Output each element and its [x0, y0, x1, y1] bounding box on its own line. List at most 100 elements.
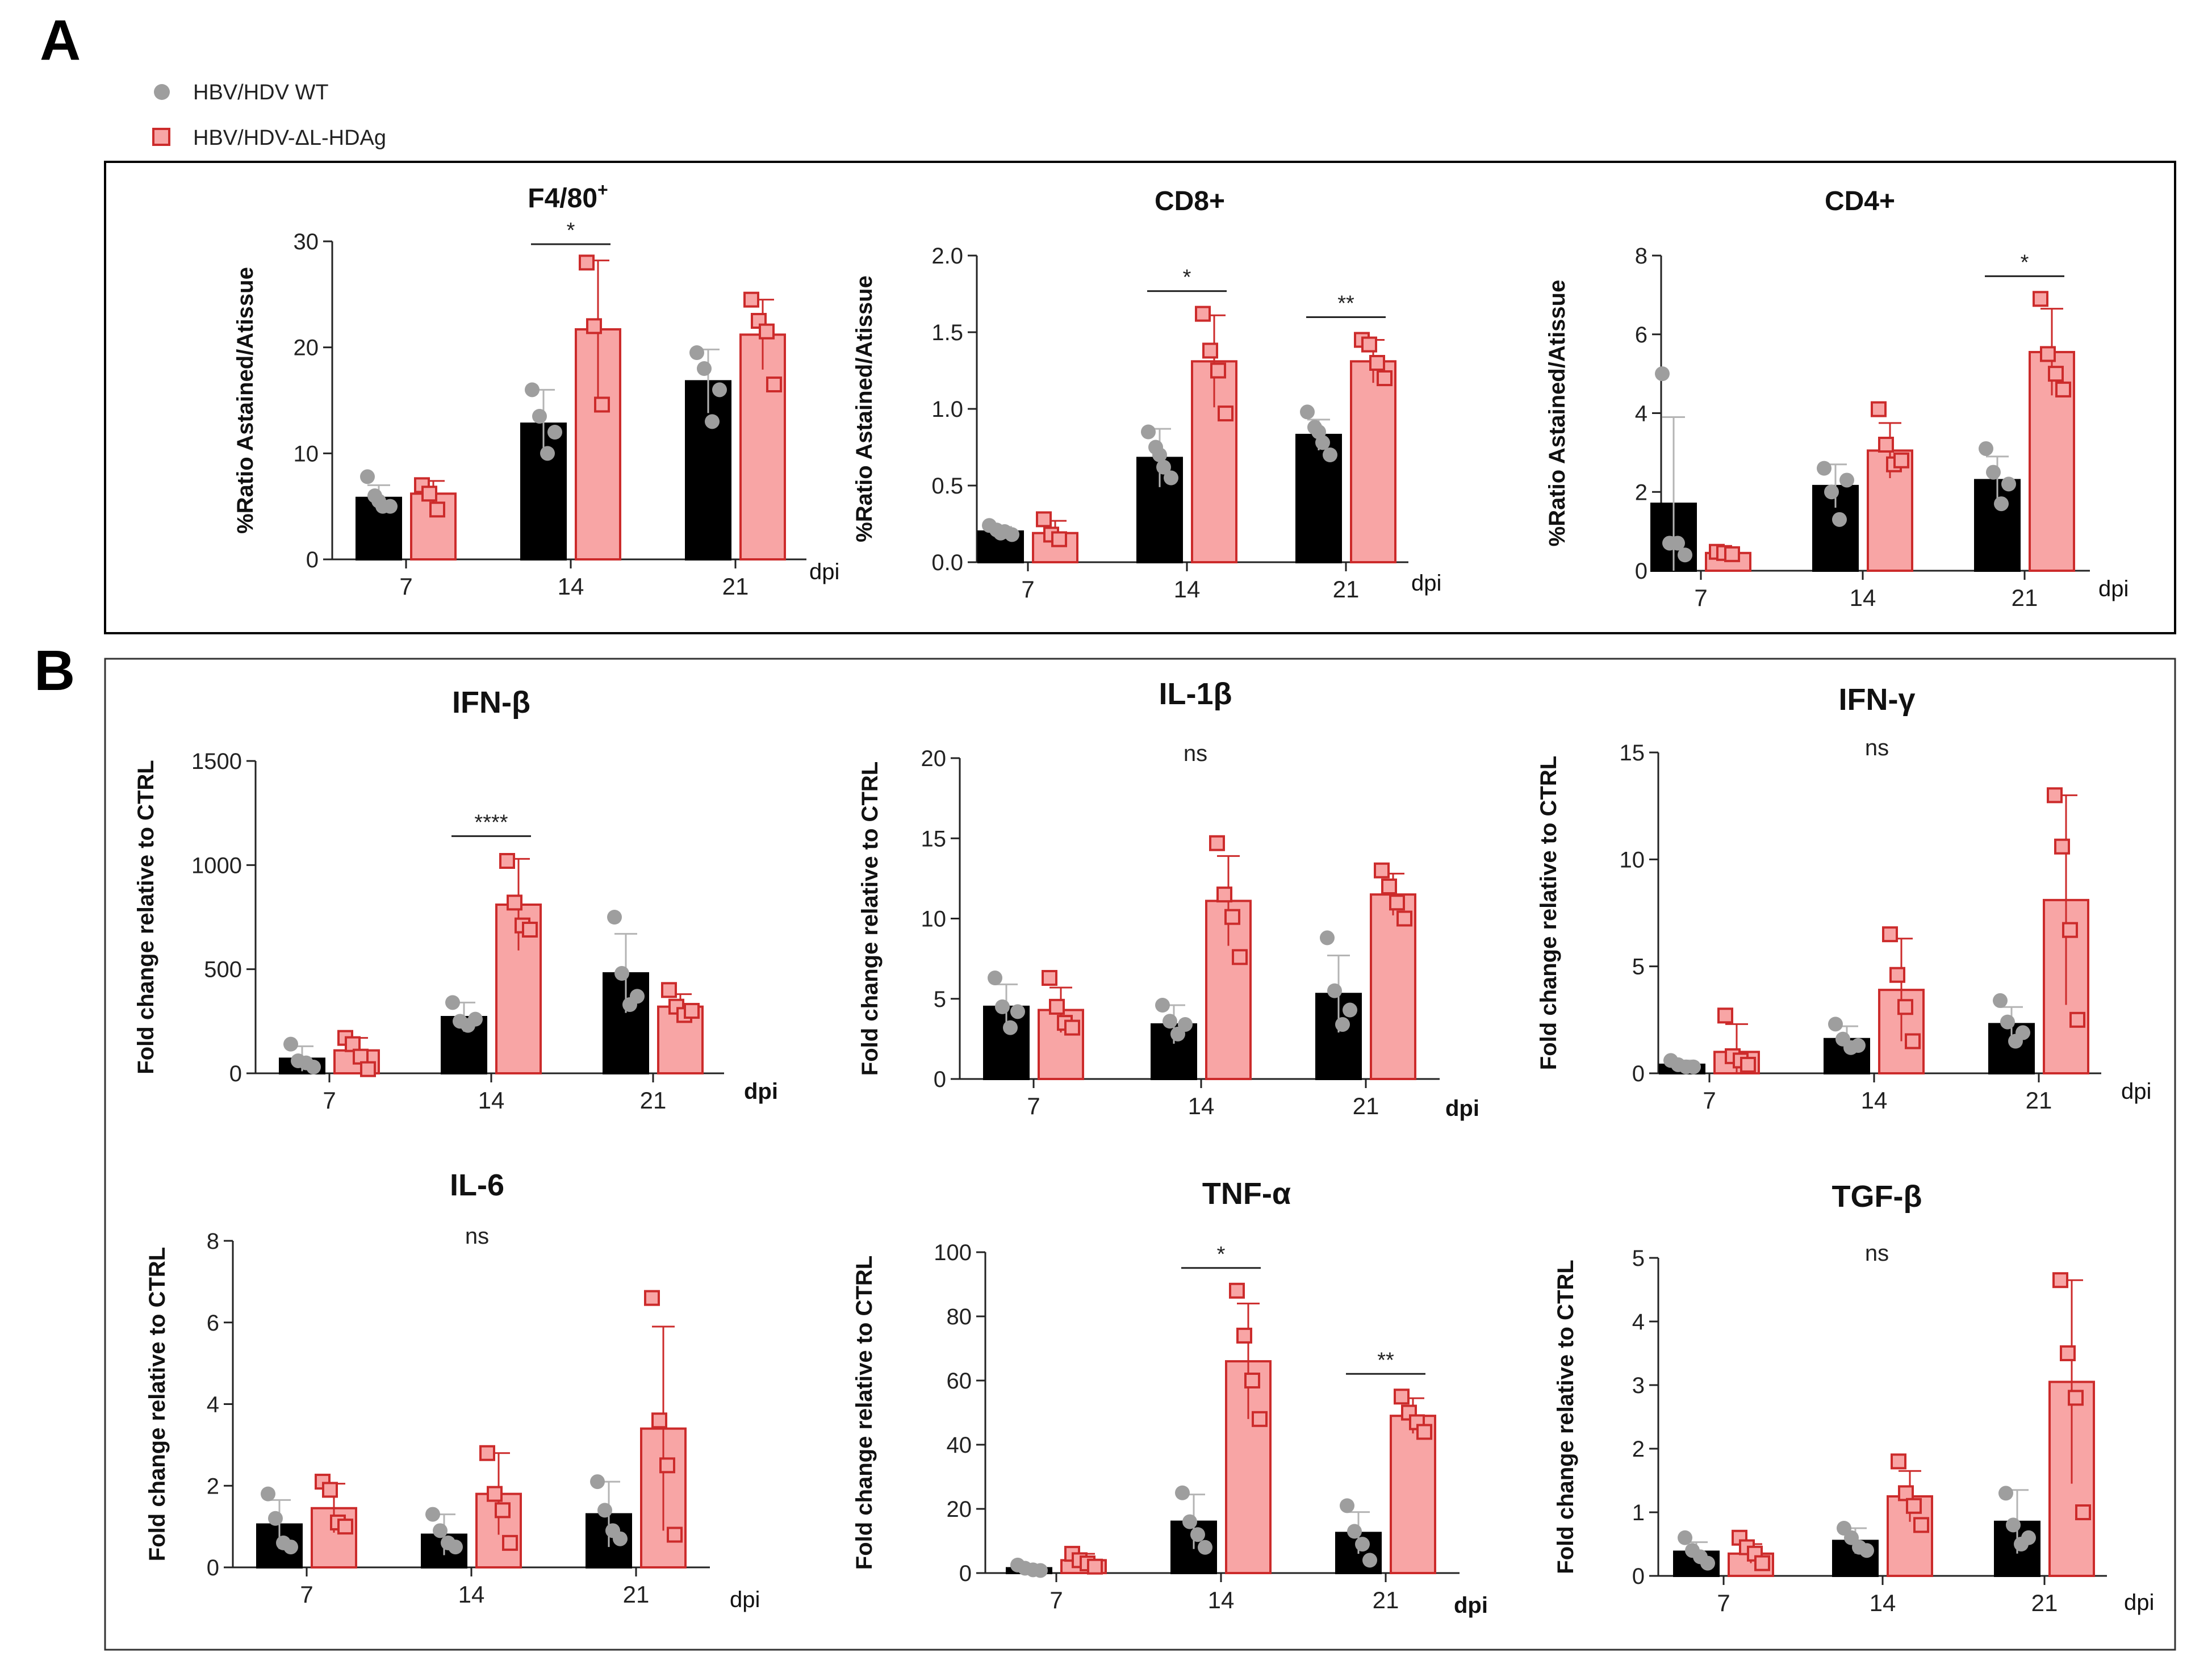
data-point-wt — [2016, 1025, 2030, 1040]
y-tick-label: 10 — [921, 907, 947, 932]
data-point-wt — [1979, 441, 1993, 456]
data-point-wt — [697, 361, 712, 376]
x-tick-label: 14 — [458, 1581, 485, 1608]
y-tick-label: 0.5 — [931, 474, 963, 499]
y-tick-label: 15 — [921, 826, 947, 851]
x-tick-label: 14 — [558, 573, 584, 600]
data-point-mutant — [502, 1534, 518, 1551]
data-point-mutant — [1369, 355, 1385, 371]
x-tick-label: 14 — [1208, 1587, 1235, 1613]
y-axis-label: Fold change relative to CTRL — [1536, 756, 1561, 1070]
y-tick-label: 500 — [204, 957, 242, 982]
data-point-mutant — [522, 922, 538, 938]
x-axis-label: dpi — [1445, 1096, 1479, 1121]
y-tick-label: 8 — [1635, 244, 1647, 269]
y-tick-label: 5 — [934, 987, 946, 1012]
significance-label: ** — [1377, 1348, 1394, 1372]
data-point-wt — [2021, 1530, 2036, 1545]
x-axis-label: dpi — [1411, 571, 1441, 596]
data-point-wt — [1156, 459, 1171, 475]
y-tick-label: 8 — [207, 1229, 219, 1254]
data-point-wt — [1655, 366, 1670, 382]
data-point-wt — [1010, 1004, 1025, 1019]
x-axis-label: dpi — [2124, 1590, 2154, 1615]
x-axis-label: dpi — [809, 559, 839, 584]
panel-a-frame — [104, 161, 2176, 634]
data-point-mutant — [651, 1412, 667, 1429]
chart-3: 0 2 4 6 8 %Ratio Astained/Atissue CD4+ dpi 7 14 21… — [1545, 186, 2129, 611]
data-point-wt — [1824, 484, 1839, 500]
x-tick-label: 21 — [1333, 576, 1360, 603]
data-point-wt — [371, 493, 386, 509]
x-axis-label: dpi — [730, 1587, 760, 1612]
y-axis-label: %Ratio Astained/Atissue — [852, 275, 877, 542]
significance-label: * — [2021, 250, 2029, 274]
x-tick-label: 14 — [1188, 1093, 1215, 1119]
data-point-mutant — [684, 1003, 700, 1019]
bar-mutant — [1867, 449, 1913, 572]
data-point-wt — [425, 1507, 440, 1522]
chart-8: 0 20 40 60 80 100 Fold change relative to CTRL… — [852, 1177, 1488, 1618]
data-point-wt — [2001, 476, 2016, 492]
data-point-mutant — [2054, 838, 2070, 855]
data-point-wt — [1003, 1020, 1018, 1035]
x-axis-label: dpi — [2121, 1079, 2151, 1104]
significance-ns: ns — [1184, 741, 1207, 766]
data-point-wt — [1678, 547, 1692, 563]
data-point-mutant — [2068, 1390, 2084, 1406]
x-tick-label: 21 — [2026, 1087, 2052, 1114]
y-tick-label: 15 — [1620, 741, 1645, 766]
data-point-wt — [283, 1540, 298, 1555]
data-point-mutant — [1244, 1373, 1260, 1388]
y-tick-label: 2 — [1632, 1437, 1645, 1462]
chart-title-superscript: + — [597, 179, 608, 200]
data-point-mutant — [1377, 370, 1393, 386]
y-tick-label: 0 — [306, 547, 319, 572]
y-tick-label: 0.0 — [931, 550, 963, 575]
data-point-mutant — [1717, 1007, 1733, 1024]
y-tick-label: 3 — [1632, 1373, 1645, 1398]
y-tick-label: 20 — [921, 746, 947, 771]
data-point-wt — [1182, 1514, 1197, 1529]
data-point-wt — [306, 1060, 321, 1074]
data-point-mutant — [1210, 362, 1226, 379]
x-tick-label: 21 — [2012, 584, 2038, 611]
data-point-wt — [1163, 1014, 1177, 1029]
data-point-mutant — [1202, 342, 1218, 359]
chart-1: 0 10 20 30 %Ratio Astained/Atissue F4/80+ dpi 7… — [233, 179, 839, 600]
data-point-mutant — [1889, 967, 1905, 983]
significance-label: ** — [1337, 292, 1354, 316]
data-point-wt — [1033, 1563, 1048, 1578]
chart-title: IL-1β — [1159, 677, 1232, 711]
x-tick-label: 21 — [1373, 1587, 1399, 1613]
data-point-mutant — [2048, 366, 2064, 382]
data-point-wt — [1355, 1537, 1370, 1552]
data-point-wt — [1343, 1002, 1357, 1018]
y-tick-label: 2.0 — [931, 244, 963, 269]
data-point-wt — [448, 1540, 463, 1555]
y-tick-label: 0 — [1635, 559, 1647, 584]
x-tick-label: 14 — [1174, 576, 1201, 603]
y-tick-label: 4 — [1635, 401, 1647, 426]
x-tick-label: 21 — [2031, 1590, 2058, 1616]
data-point-mutant — [1394, 1388, 1410, 1405]
data-point-wt — [2000, 1014, 2015, 1030]
y-tick-label: 30 — [294, 229, 319, 254]
data-point-mutant — [479, 1445, 495, 1461]
y-tick-label: 0 — [1632, 1061, 1645, 1086]
y-axis-label: %Ratio Astained/Atissue — [233, 267, 258, 534]
y-tick-label: 0 — [1632, 1564, 1645, 1589]
data-point-wt — [1839, 472, 1854, 488]
significance-label: **** — [474, 810, 508, 834]
data-point-wt — [1340, 1498, 1354, 1513]
data-point-mutant — [1754, 1555, 1770, 1571]
data-point-wt — [261, 1486, 275, 1501]
data-point-wt — [1678, 1530, 1692, 1545]
chart-4: 0 500 1000 1500 Fold change relative to CTRL… — [133, 685, 778, 1114]
chart-title: CD8+ — [1155, 186, 1225, 216]
chart-title: CD4+ — [1825, 186, 1895, 216]
x-tick-label: 7 — [1703, 1087, 1716, 1114]
data-point-wt — [988, 971, 1002, 986]
y-axis-label: Fold change relative to CTRL — [133, 760, 158, 1074]
legend: HBV/HDV WT HBV/HDV-ΔL-HDAg — [152, 81, 386, 150]
